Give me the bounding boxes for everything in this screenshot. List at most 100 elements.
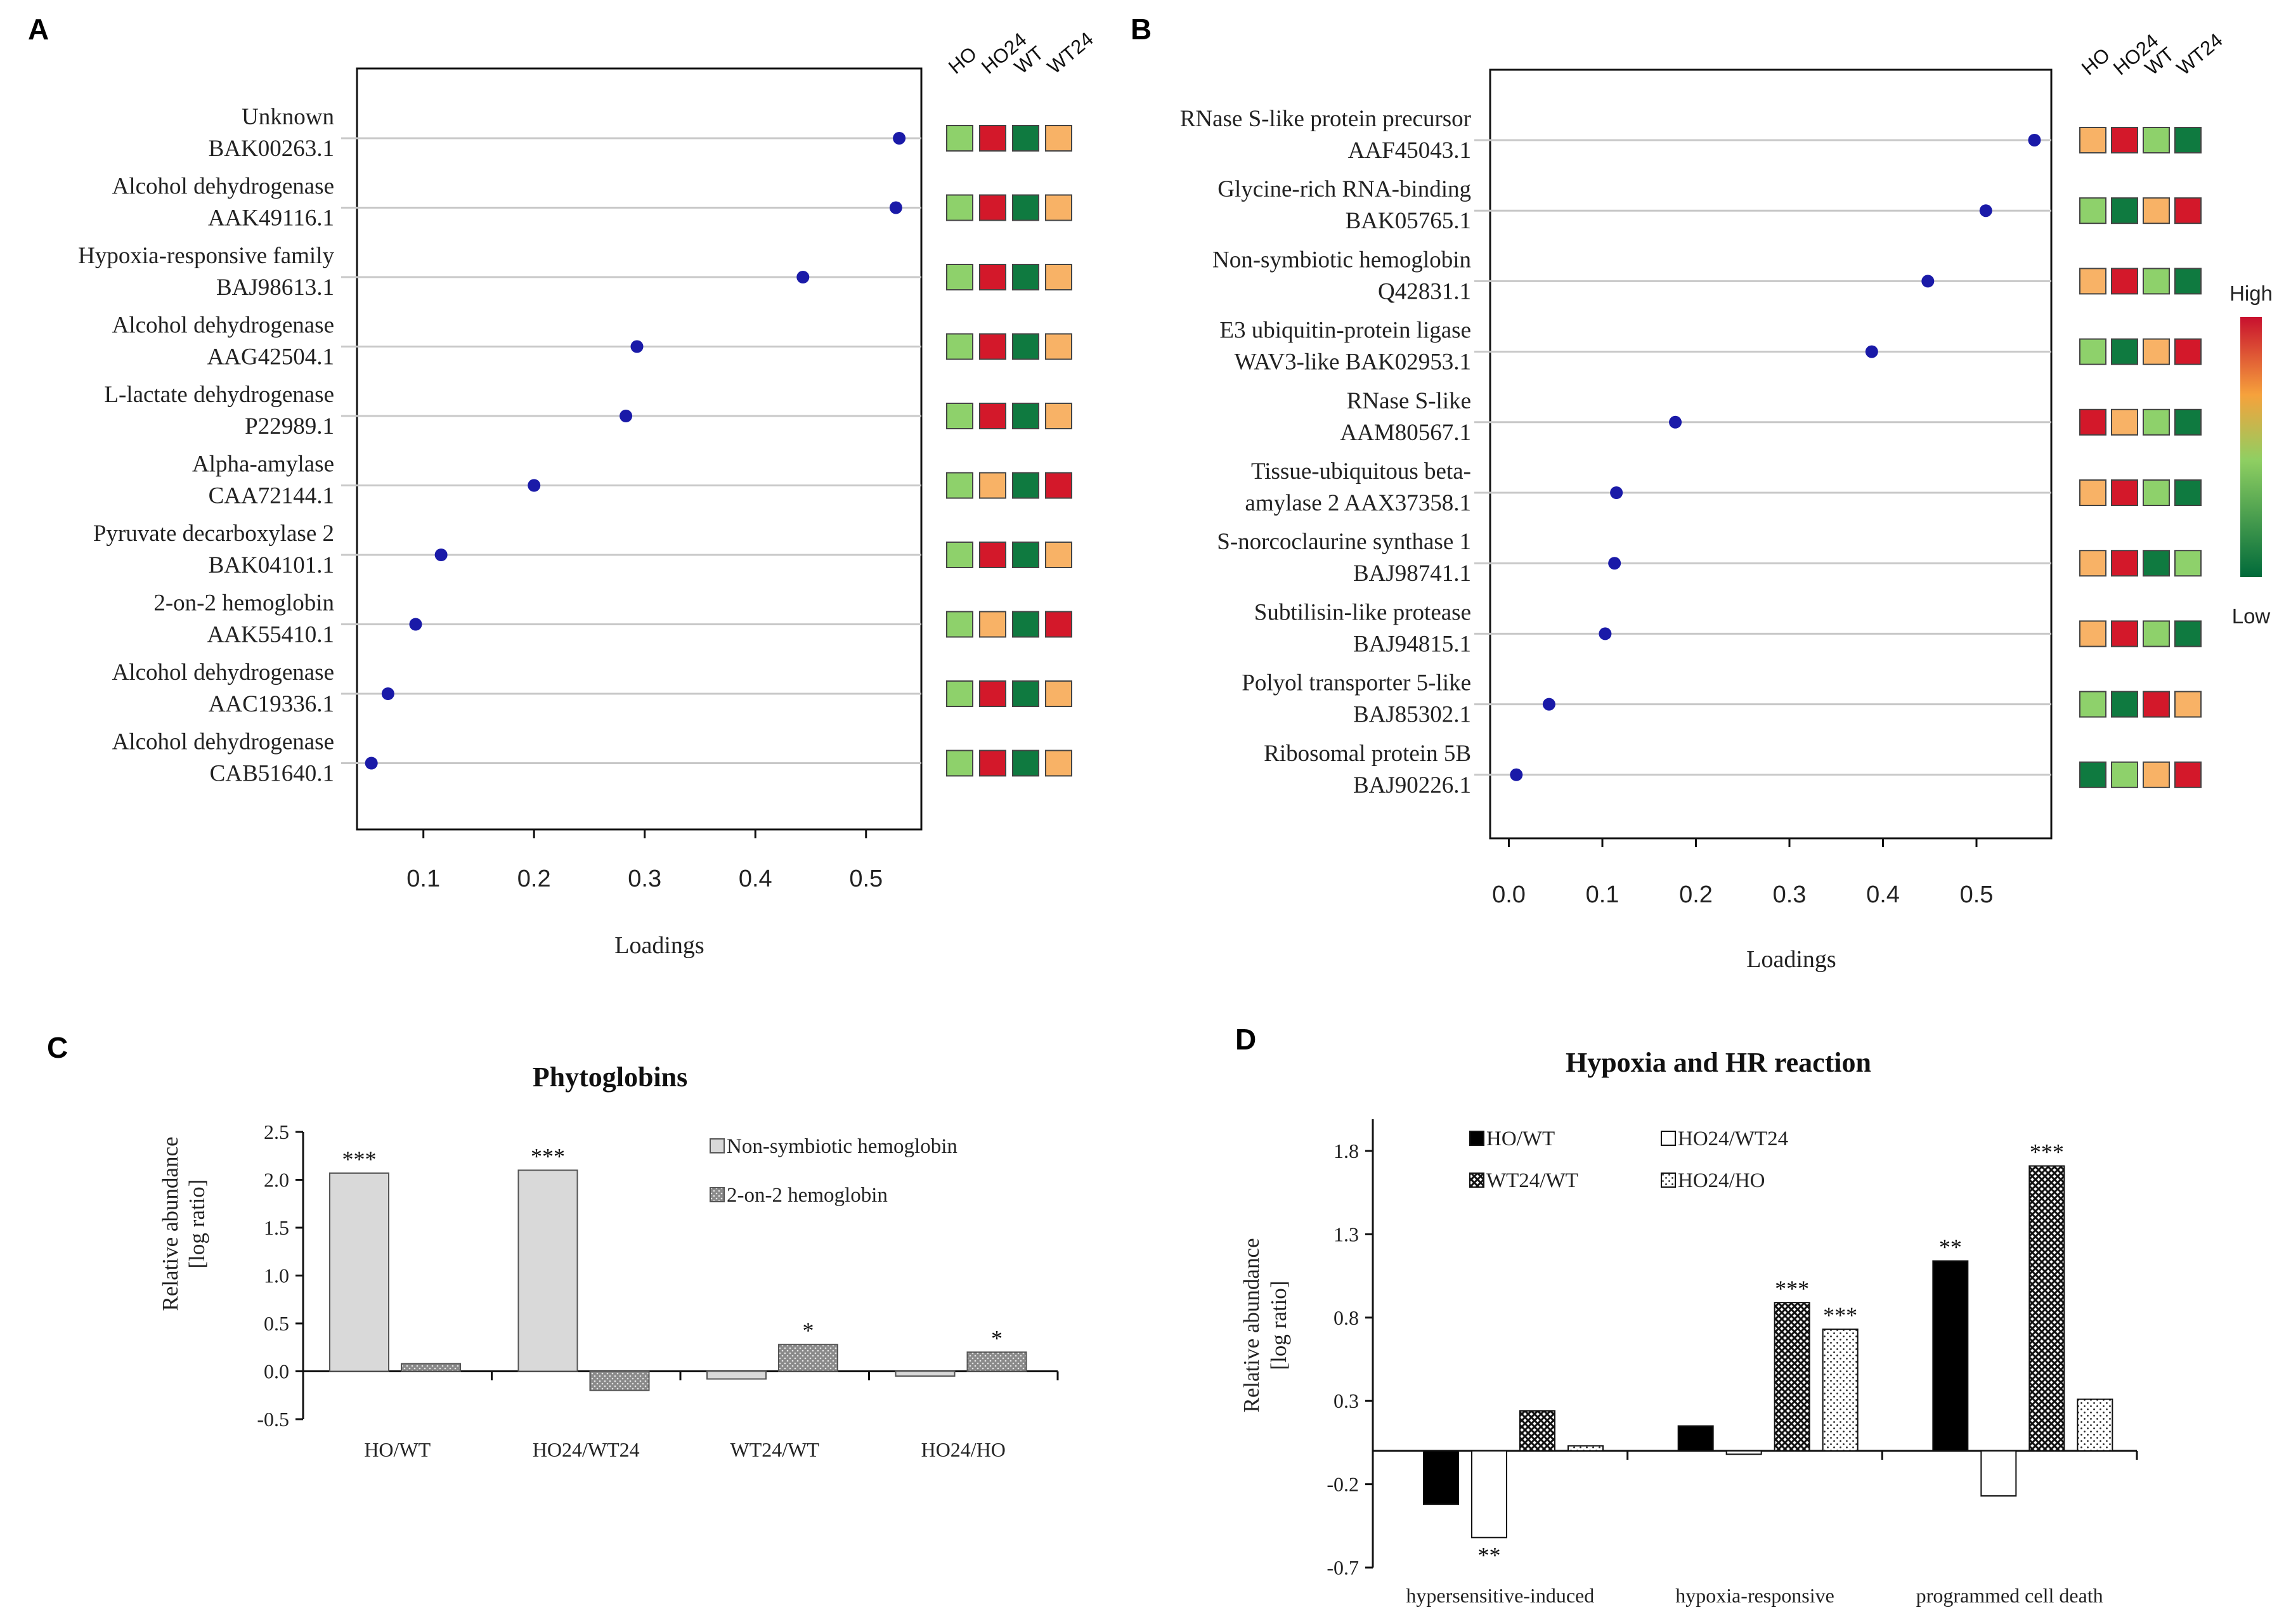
panel-b-loading-dot <box>1542 698 1555 711</box>
panel-d-bar <box>1677 1425 1714 1452</box>
panel-a-loading-dot <box>381 687 394 700</box>
panel-a-row: Alpha-amylase CAA72144.1 <box>192 451 1072 509</box>
panel-b-heat-cell <box>2143 550 2170 577</box>
panel-b-protein-id: WAV3-like BAK02953.1 <box>1235 349 1471 375</box>
panel-b-protein-name: S-norcoclaurine synthase 1 <box>1217 529 1471 555</box>
panel-a-x-tick-label: 0.1 <box>406 866 440 892</box>
panel-b-heat-cell <box>2174 550 2202 577</box>
panel-a-heat-cell <box>946 680 973 707</box>
panel-b-heat-cell <box>2143 127 2170 153</box>
panel-b-heat-cell <box>2111 408 2138 436</box>
panel-b-row: S-norcoclaurine synthase 1 BAJ98741.1 <box>1217 529 2202 587</box>
panel-b-heat-cell <box>2174 197 2202 224</box>
panel-c-significance-mark: *** <box>342 1147 377 1172</box>
panel-d-ylabel-line2: [log ratio] <box>1266 1281 1291 1370</box>
panel-b-row: E3 ubiquitin-protein ligase WAV3-like BAK… <box>1219 318 2202 375</box>
panel-a-heat-cell <box>1012 264 1039 290</box>
panel-d-y-tick-label: 0.8 <box>1334 1306 1359 1329</box>
panel-b-row: Tissue-ubiquitous beta-amylase 2 AAX3735… <box>1245 458 2202 516</box>
panel-b-plot-frame <box>1489 68 2053 840</box>
panel-c-significance-mark: *** <box>531 1143 565 1169</box>
panel-a-heat-cell <box>946 194 973 221</box>
panel-b-protein-name: Ribosomal protein 5B <box>1264 741 1471 767</box>
panel-a-loading-dot <box>796 271 810 283</box>
panel-a-protein-name: L-lactate dehydrogenase <box>104 382 334 408</box>
panel-b-heat-cell <box>2079 197 2106 224</box>
panel-b-heat-cell <box>2111 268 2138 295</box>
panel-b-protein-name: Polyol transporter 5-like <box>1242 670 1471 696</box>
panel-a-heat-cell <box>1012 472 1039 499</box>
panel-a-row: Alcohol dehydrogenase AAG42504.1 <box>112 313 1072 370</box>
panel-d-category-label: hypersensitive-induced <box>1406 1584 1594 1607</box>
panel-b-loading-dot <box>1599 627 1612 640</box>
panel-a-loading-dot <box>889 201 902 214</box>
panel-a-protein-id: BAK00263.1 <box>209 136 334 162</box>
panel-a-loading-dot <box>365 757 378 770</box>
panel-b-heat-cell <box>2079 408 2106 436</box>
panel-a-protein-name: Alcohol dehydrogenase <box>112 729 334 755</box>
panel-a-plot-frame <box>356 67 923 831</box>
panel-d-bar <box>2077 1398 2113 1452</box>
panel-a-loading-dot <box>620 410 633 422</box>
panel-b-x-tick-label: 0.2 <box>1679 881 1713 908</box>
panel-d-legend-label: HO/WT <box>1486 1127 1555 1150</box>
panel-c-bar <box>895 1370 956 1377</box>
panel-a-heat-cell <box>946 611 973 638</box>
panel-b-row: Subtilisin-like protease BAJ94815.1 <box>1254 599 2202 657</box>
panel-b-protein-id: BAJ98741.1 <box>1353 561 1471 587</box>
panel-b-protein-id: AAM80567.1 <box>1340 420 1471 446</box>
panel-d-significance-mark: ** <box>1939 1234 1962 1259</box>
panel-c-category-label: HO/WT <box>364 1438 431 1461</box>
panel-b-x-tick-label: 0.4 <box>1866 881 1900 908</box>
panel-a-heat-cell <box>979 194 1006 221</box>
panel-d-bar <box>1822 1328 1859 1452</box>
panel-a-heat-cell <box>1045 680 1072 707</box>
panel-b-row: Ribosomal protein 5B BAJ90226.1 <box>1264 741 2202 798</box>
panel-d-y-tick-label: 1.3 <box>1334 1223 1359 1245</box>
panel-c-bar <box>517 1169 578 1372</box>
panel-c-legend-swatch <box>710 1187 725 1202</box>
panel-a-protein-name: Alpha-amylase <box>192 451 334 477</box>
panel-b-letter: B <box>1131 13 1152 46</box>
panel-a-heat-cell <box>979 125 1006 152</box>
panel-b-heat-cell <box>2079 761 2106 788</box>
panel-b-heat-cell <box>2079 620 2106 647</box>
panel-a-protein-name: 2-on-2 hemoglobin <box>153 590 334 616</box>
panel-b-loading-dot <box>2028 134 2041 146</box>
panel-a-heat-cell <box>979 403 1006 429</box>
panel-d-bar <box>1774 1302 1810 1452</box>
panel-b-protein-name: Tissue-ubiquitous beta- <box>1251 458 1471 484</box>
panel-b: Loadings High Low <box>1489 68 2273 973</box>
panel-a-heat-cell <box>979 542 1006 568</box>
panel-b-heat-cell <box>2143 268 2170 295</box>
panel-b-row: Glycine-rich RNA-binding BAK05765.1 <box>1217 176 2202 234</box>
panel-b-heat-cell <box>2174 479 2202 506</box>
panel-b-heat-cell <box>2079 691 2106 718</box>
panel-b-protein-id: amylase 2 AAX37358.1 <box>1245 490 1471 516</box>
panel-a-protein-name: Alcohol dehydrogenase <box>112 659 334 685</box>
panel-a-heat-cell <box>1045 750 1072 777</box>
panel-a-heat-cell <box>979 680 1006 707</box>
panel-a-x-tick-label: 0.5 <box>849 866 883 892</box>
panel-b-heat-cell <box>2143 197 2170 224</box>
panel-a-loading-dot <box>528 479 541 492</box>
panel-d-bar <box>1932 1260 1969 1452</box>
panel-d-bar <box>2028 1165 2065 1452</box>
panel-c-significance-mark: * <box>803 1318 814 1343</box>
panel-a-protein-name: Pyruvate decarboxylase 2 <box>93 521 334 547</box>
panel-a-row: 2-on-2 hemoglobin AAK55410.1 <box>153 590 1072 648</box>
panel-b-heat-cell <box>2079 268 2106 295</box>
panel-b-protein-id: BAK05765.1 <box>1346 208 1471 234</box>
panel-b-protein-id: BAJ85302.1 <box>1353 702 1471 728</box>
panel-a-protein-id: P22989.1 <box>245 413 334 439</box>
panel-c-y-tick-label: 1.0 <box>264 1264 289 1287</box>
panel-b-heat-cell <box>2111 761 2138 788</box>
panel-c-legend-label: 2-on-2 hemoglobin <box>727 1184 888 1207</box>
panel-d-significance-mark: *** <box>1775 1276 1809 1301</box>
panel-a-row: L-lactate dehydrogenase P22989.1 <box>104 382 1072 439</box>
panel-a-protein-id: CAA72144.1 <box>209 483 334 509</box>
panel-d-bar <box>1725 1450 1762 1455</box>
panel-b-x-tick-label: 0.1 <box>1586 881 1619 908</box>
panel-a-row: Pyruvate decarboxylase 2 BAK04101.1 <box>93 521 1072 578</box>
panel-a-protein-id: BAJ98613.1 <box>216 275 334 301</box>
